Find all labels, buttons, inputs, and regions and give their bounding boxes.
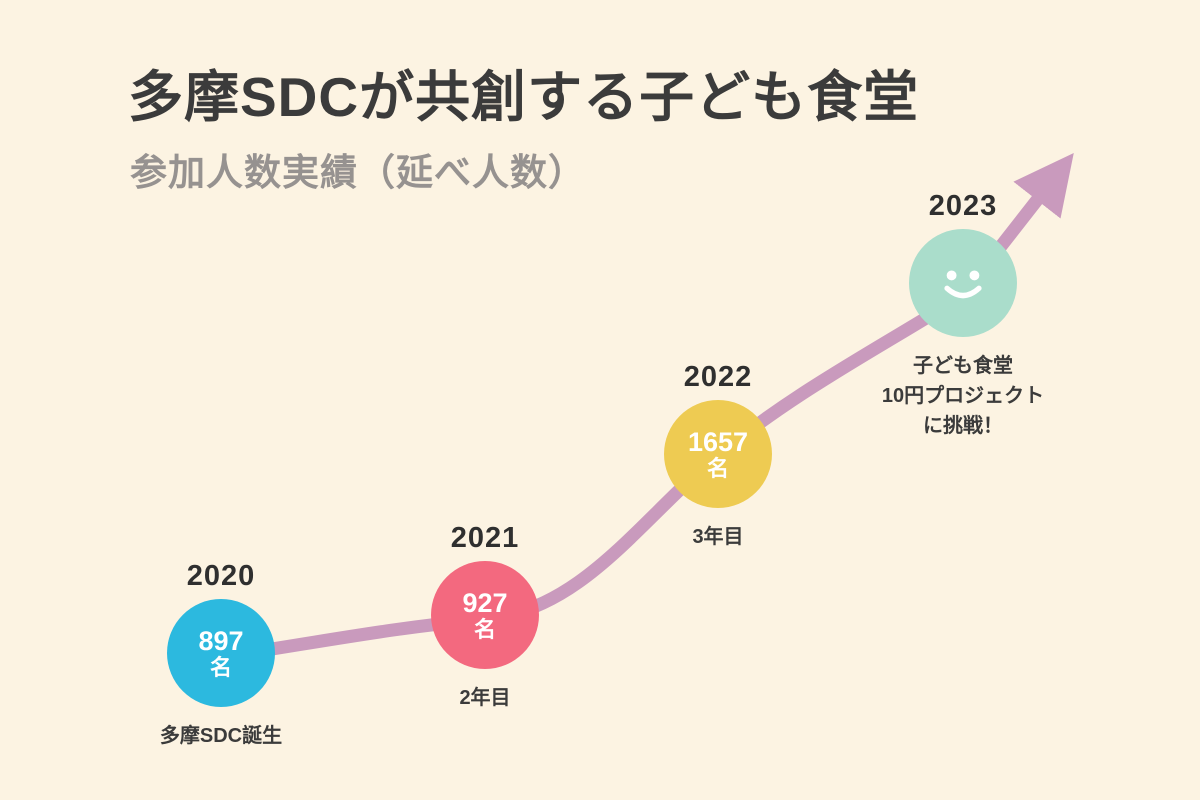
participant-count: 897 bbox=[198, 625, 244, 656]
year-label: 2021 bbox=[450, 522, 520, 554]
year-label: 2023 bbox=[928, 190, 998, 222]
caption-line: に挑戦！ bbox=[923, 415, 1003, 437]
milestone-circle bbox=[909, 229, 1017, 337]
smiley-face-icon bbox=[944, 270, 982, 299]
page-subtitle: 参加人数実績（延べ人数） bbox=[130, 152, 586, 193]
milestone-circle: 897 名 bbox=[167, 599, 275, 707]
participant-count: 927 bbox=[462, 587, 508, 618]
count-unit: 名 bbox=[706, 455, 729, 481]
year-label: 2022 bbox=[683, 361, 753, 393]
caption-line: 子ども食堂 bbox=[913, 355, 1013, 377]
count-unit: 名 bbox=[209, 654, 232, 680]
year-label: 2020 bbox=[186, 560, 256, 592]
milestone-caption: 子ども食堂 10円プロジェクト に挑戦！ bbox=[882, 351, 1044, 441]
milestone-2020: 2020 897 名 多摩SDC誕生 bbox=[111, 560, 331, 751]
milestone-caption: 2年目 bbox=[459, 687, 511, 709]
milestone-caption: 多摩SDC誕生 bbox=[159, 725, 283, 747]
milestone-circle: 1657 名 bbox=[664, 400, 772, 508]
page-title: 多摩SDCが共創する子ども食堂 bbox=[128, 66, 920, 128]
participant-count: 1657 bbox=[687, 426, 749, 457]
milestone-2022: 2022 1657 名 3年目 bbox=[608, 361, 828, 552]
milestone-caption: 3年目 bbox=[692, 526, 744, 548]
milestone-2021: 2021 927 名 2年目 bbox=[375, 522, 595, 713]
growth-line bbox=[214, 153, 1074, 664]
count-unit: 名 bbox=[473, 616, 496, 642]
milestone-2023: 2023 子ども食堂 10円プロジェクト に挑戦！ bbox=[853, 190, 1073, 441]
milestone-circle: 927 名 bbox=[431, 561, 539, 669]
caption-line: 10円プロジェクト bbox=[881, 385, 1045, 407]
